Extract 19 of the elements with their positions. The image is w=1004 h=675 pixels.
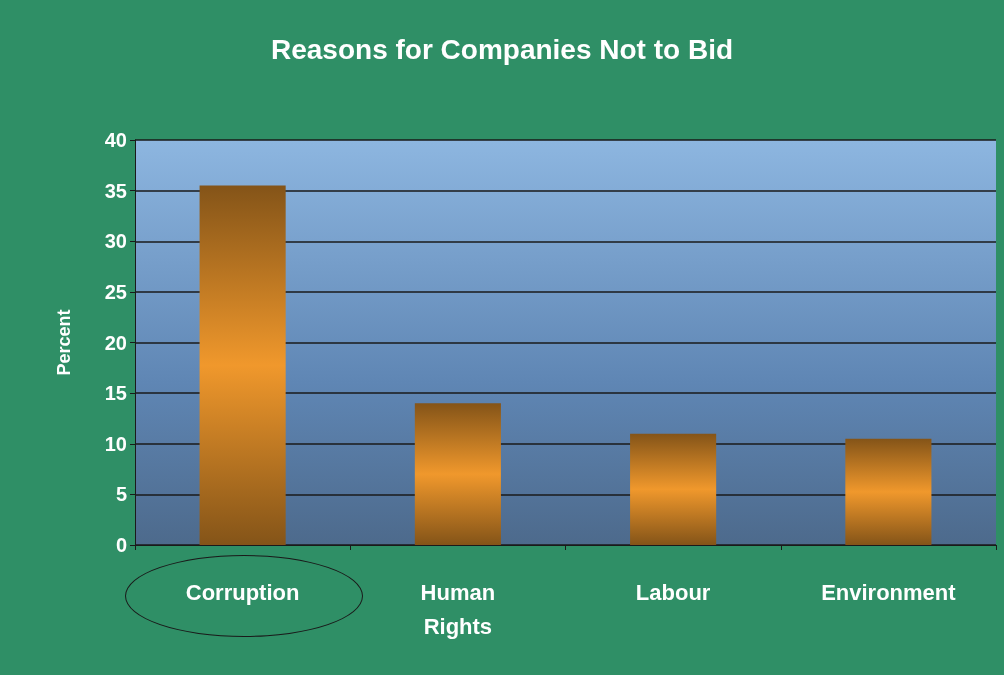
y-tick-label: 30 [104,230,127,253]
y-tick-label: 35 [104,179,127,202]
y-tick-label: 10 [104,432,127,455]
bar [199,185,286,545]
x-tick-label: Corruption [185,579,300,605]
bar [414,403,501,545]
y-axis-title: Percent [54,309,74,376]
y-tick-label: 25 [104,280,127,303]
y-tick-label: 0 [115,534,127,556]
x-tick-label: Human Rights [420,579,496,639]
y-tick-label: 5 [115,483,127,506]
x-tick-label: Labour [635,579,711,605]
bar [845,438,932,545]
bar [630,433,717,545]
y-tick-label: 15 [104,382,127,405]
y-tick-label: 40 [104,129,127,151]
chart-title: Reasons for Companies Not to Bid [270,33,734,65]
x-tick-label: Environment [821,579,957,605]
y-tick-label: 20 [104,331,127,354]
